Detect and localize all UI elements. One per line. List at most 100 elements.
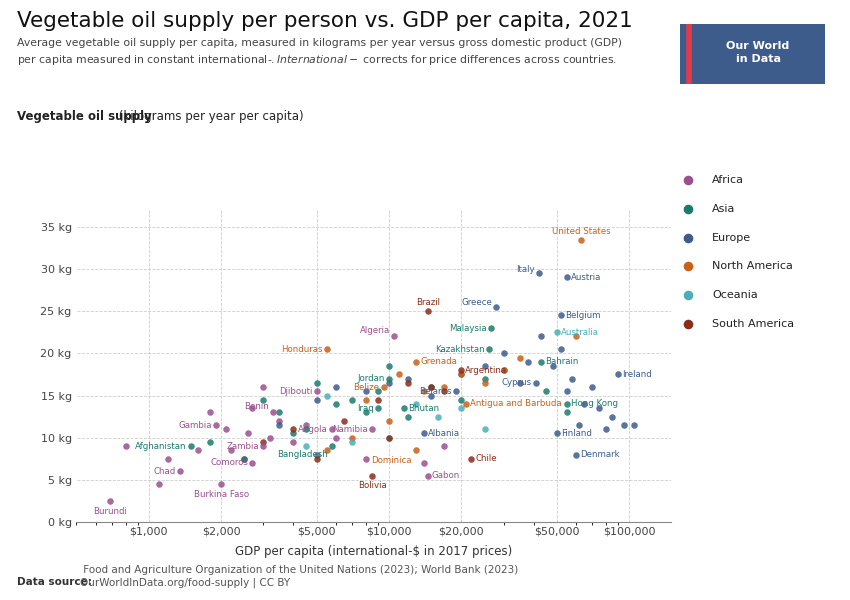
Text: Chile: Chile <box>475 454 497 463</box>
Point <box>438 386 451 396</box>
Point <box>438 442 451 451</box>
Point <box>605 412 619 421</box>
Text: Burundi: Burundi <box>94 508 127 517</box>
Point <box>286 437 300 446</box>
Point <box>401 378 415 388</box>
Point <box>585 382 598 392</box>
Text: (kilograms per year per capita): (kilograms per year per capita) <box>115 110 303 123</box>
Point <box>173 467 187 476</box>
Point <box>310 378 324 388</box>
Point <box>209 420 223 430</box>
Text: Bangladesh: Bangladesh <box>277 450 328 459</box>
Point <box>286 428 300 438</box>
Text: Iraq: Iraq <box>357 404 374 413</box>
Point <box>161 454 174 464</box>
Point <box>611 370 625 379</box>
Point <box>560 386 574 396</box>
Text: Belgium: Belgium <box>565 311 601 320</box>
Point <box>366 424 379 434</box>
Point <box>238 454 252 464</box>
Point <box>464 454 478 464</box>
Text: Brazil: Brazil <box>416 298 439 307</box>
Text: Italy: Italy <box>516 265 535 274</box>
Point <box>478 361 491 371</box>
Text: Argentina: Argentina <box>466 366 507 375</box>
Point <box>449 386 462 396</box>
Point <box>532 268 546 278</box>
Point <box>392 370 405 379</box>
Text: Gabon: Gabon <box>432 471 460 480</box>
Point <box>382 416 396 425</box>
Point <box>554 344 568 354</box>
Point <box>424 391 438 400</box>
Point <box>460 399 473 409</box>
Point <box>410 399 423 409</box>
Point <box>546 361 559 371</box>
Point <box>345 395 359 404</box>
Point <box>627 420 641 430</box>
Text: Antigua and Barbuda: Antigua and Barbuda <box>471 400 562 409</box>
Point <box>550 428 564 438</box>
Point <box>238 454 252 464</box>
Point <box>554 311 568 320</box>
Point <box>573 420 586 430</box>
Point <box>273 416 286 425</box>
Point <box>424 382 438 392</box>
Text: Gambia: Gambia <box>178 421 212 430</box>
Text: Angola: Angola <box>298 425 328 434</box>
Point <box>478 378 491 388</box>
Point <box>455 370 468 379</box>
Point <box>535 357 548 367</box>
Text: Finland: Finland <box>561 429 592 438</box>
Point <box>320 344 333 354</box>
Point <box>320 446 333 455</box>
Point <box>513 353 526 362</box>
Point <box>326 424 339 434</box>
Point <box>382 374 396 383</box>
Text: Bahrain: Bahrain <box>545 357 579 366</box>
Point <box>377 382 390 392</box>
Point <box>397 403 411 413</box>
Text: Bhutan: Bhutan <box>408 404 439 413</box>
Point <box>257 395 270 404</box>
Point <box>455 370 468 379</box>
Point <box>299 420 313 430</box>
Point <box>382 378 396 388</box>
Point <box>570 332 583 341</box>
Point <box>577 399 591 409</box>
Text: Oceania: Oceania <box>712 290 758 300</box>
Point <box>241 428 255 438</box>
Point <box>329 399 343 409</box>
Point <box>535 332 548 341</box>
Point <box>599 424 613 434</box>
Text: Jordan: Jordan <box>357 374 385 383</box>
Point <box>320 391 333 400</box>
Point <box>539 386 552 396</box>
Point <box>359 407 372 417</box>
Point <box>286 424 300 434</box>
Point <box>421 471 434 481</box>
Text: Vegetable oil supply per person vs. GDP per capita, 2021: Vegetable oil supply per person vs. GDP … <box>17 11 632 31</box>
Point <box>359 454 372 464</box>
Point <box>267 407 280 417</box>
Text: Namibia: Namibia <box>332 425 368 434</box>
Point <box>345 433 359 442</box>
Point <box>592 403 606 413</box>
Point <box>401 412 415 421</box>
Point <box>438 382 451 392</box>
Point <box>478 374 491 383</box>
Text: Grenada: Grenada <box>421 357 457 366</box>
Point <box>371 386 385 396</box>
X-axis label: GDP per capita (international-$ in 2017 prices): GDP per capita (international-$ in 2017 … <box>235 545 513 558</box>
Point <box>431 412 445 421</box>
Text: Bolivia: Bolivia <box>358 481 387 490</box>
Point <box>246 403 259 413</box>
Point <box>257 437 270 446</box>
Text: Austria: Austria <box>571 273 601 282</box>
Point <box>371 395 385 404</box>
Point <box>496 365 510 375</box>
Point <box>119 442 133 451</box>
Point <box>329 382 343 392</box>
Point <box>401 374 415 383</box>
Point <box>246 458 259 468</box>
